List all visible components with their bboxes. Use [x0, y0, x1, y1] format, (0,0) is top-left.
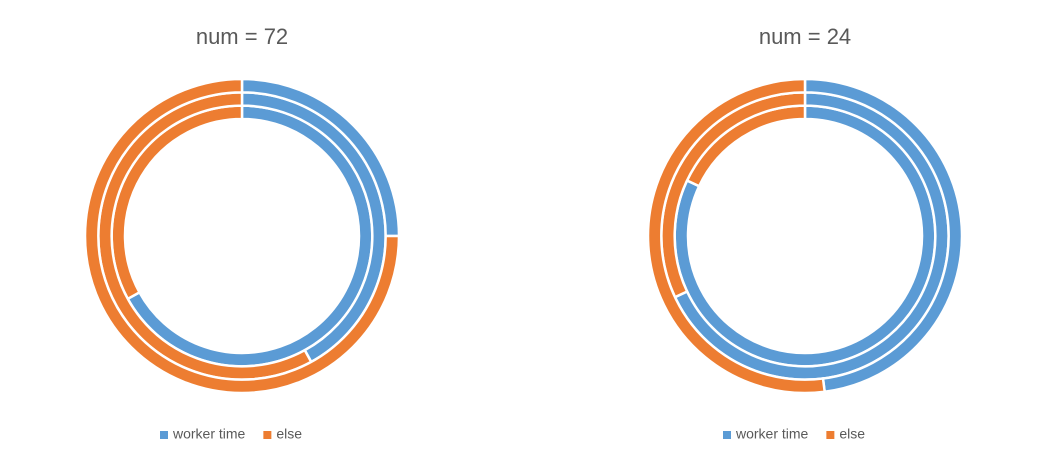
chart: num = 24 worker time else — [646, 24, 964, 442]
legend-swatch — [160, 431, 168, 439]
doughnut-segment — [646, 77, 827, 395]
legend-label: else — [276, 426, 302, 442]
legend-label: worker time — [172, 426, 246, 442]
legend-label: worker time — [735, 426, 809, 442]
doughnut — [83, 77, 401, 395]
doughnut-segment — [83, 77, 401, 395]
chart-title: num = 24 — [759, 24, 851, 49]
chart: num = 72 worker time else — [83, 24, 401, 442]
legend-label: else — [839, 426, 865, 442]
legend-swatch — [723, 431, 731, 439]
doughnut — [646, 77, 964, 395]
legend-swatch — [263, 431, 272, 439]
legend-swatch — [826, 431, 835, 439]
chart-title: num = 72 — [196, 24, 288, 49]
